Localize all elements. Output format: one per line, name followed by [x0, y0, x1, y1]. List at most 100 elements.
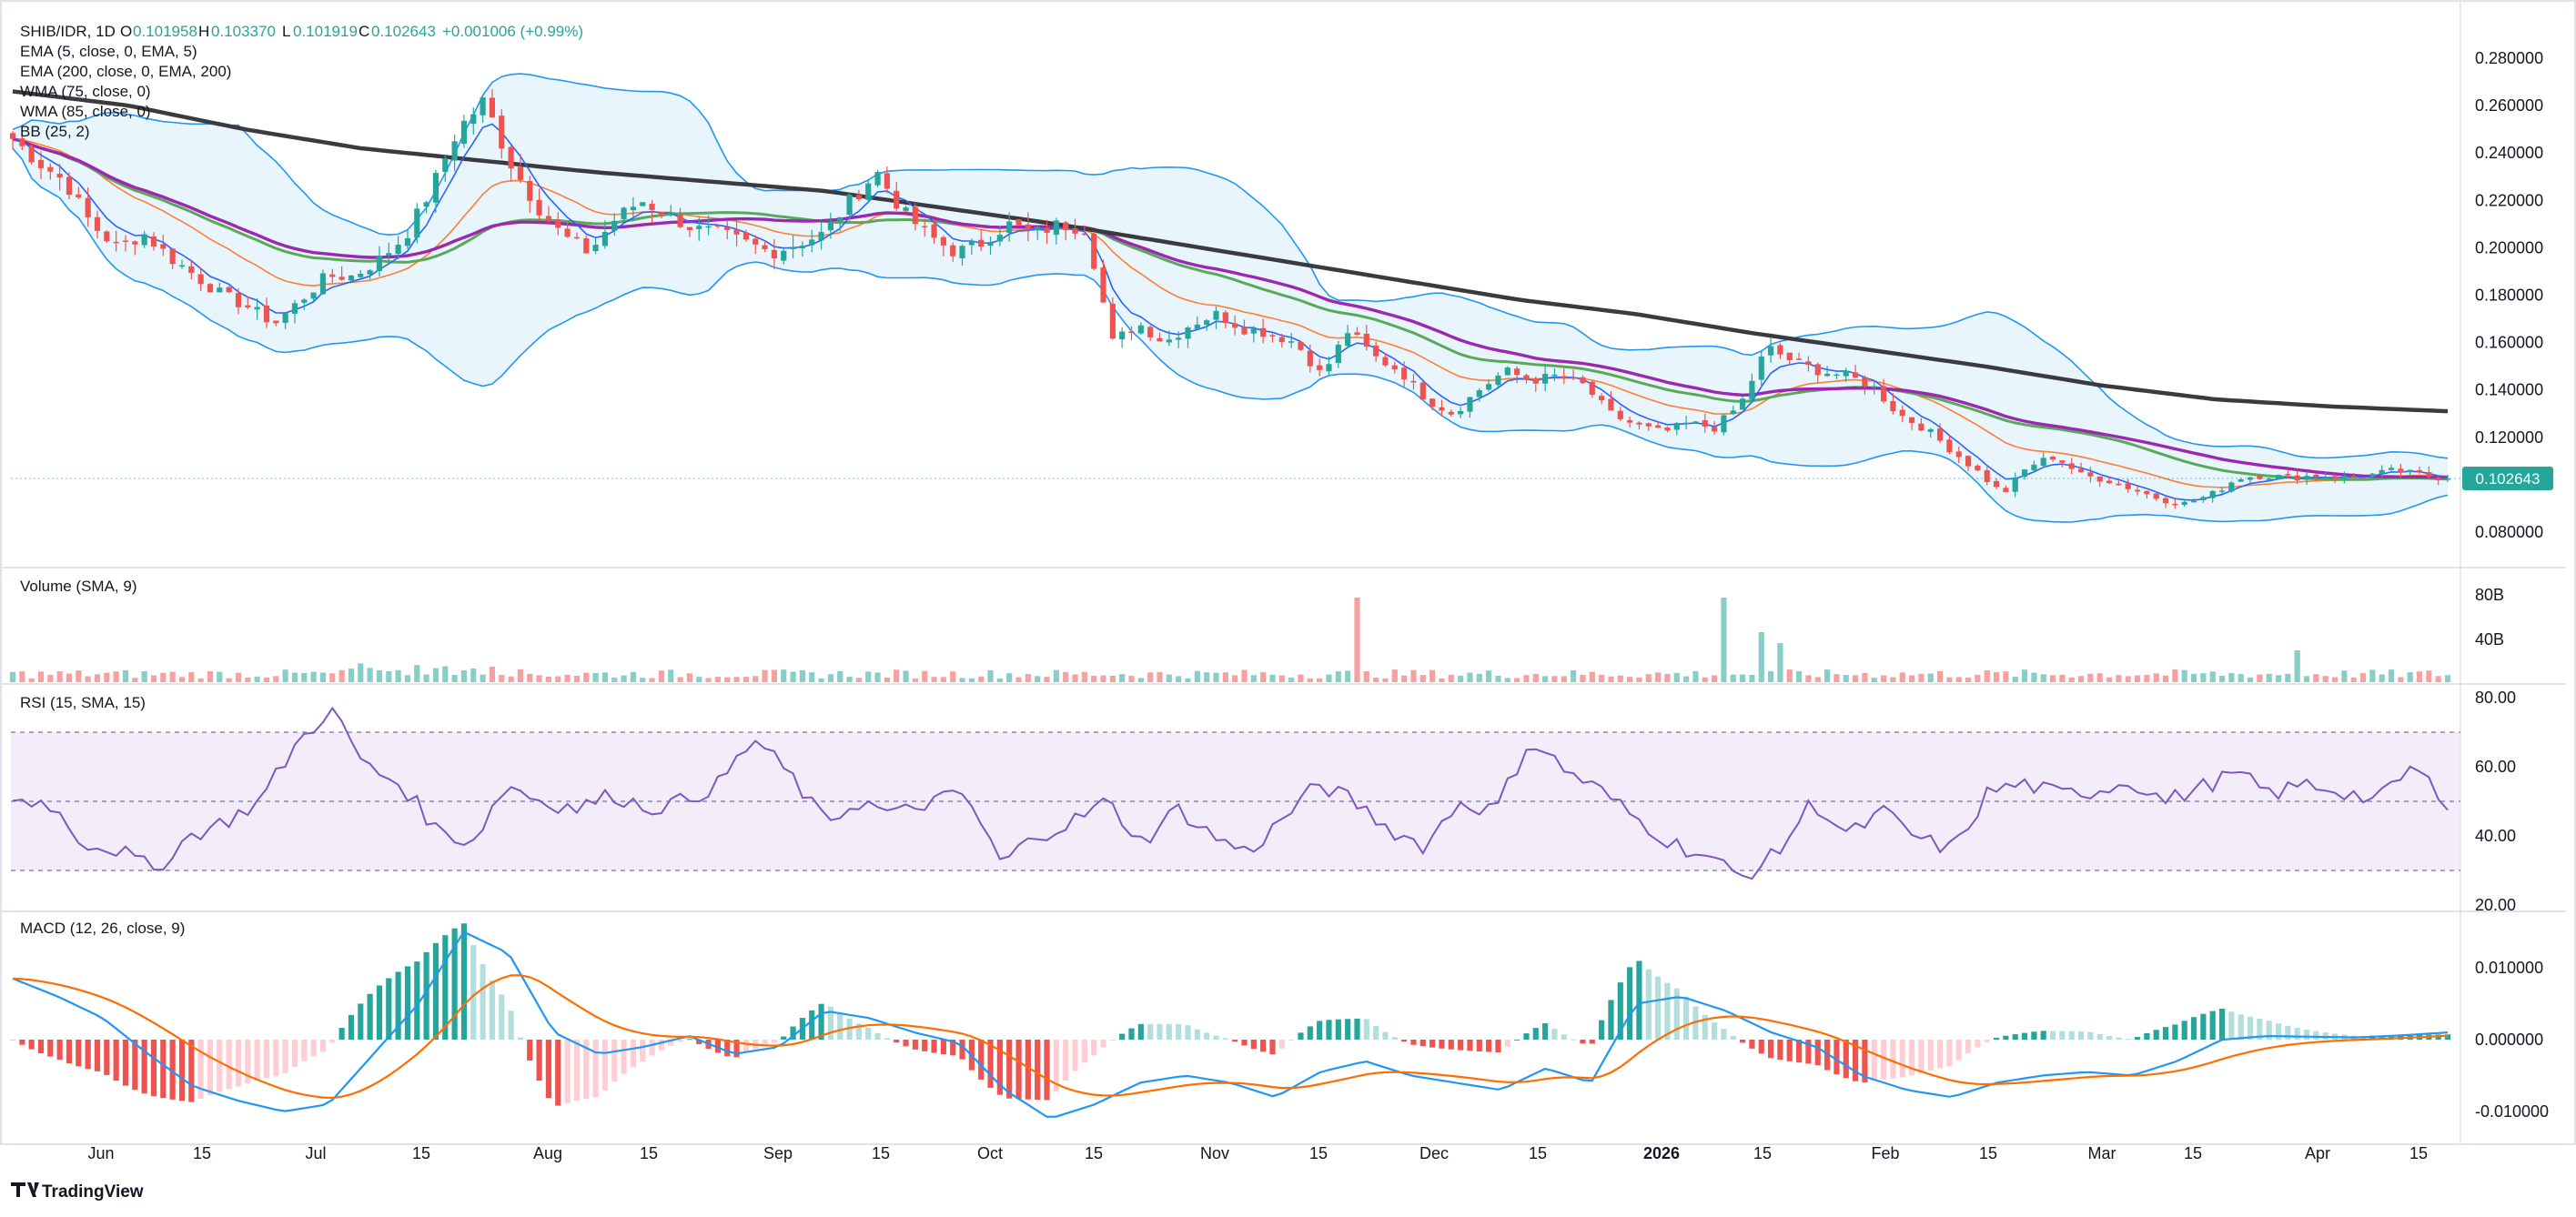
rsi-tick-label: 80.00: [2475, 689, 2516, 707]
rsi-legend[interactable]: RSI (15, SMA, 15): [20, 694, 146, 711]
candle: [1044, 219, 1050, 245]
candle: [658, 212, 664, 219]
time-tick-label: Apr: [2305, 1144, 2330, 1162]
volume-bar: [696, 677, 702, 682]
wma75-line: [12, 137, 2449, 481]
wma75-legend[interactable]: WMA (75, close, 0): [20, 83, 151, 100]
volume-bar: [480, 674, 486, 682]
macd-histogram-bar: [1006, 1040, 1013, 1099]
volume-bar: [1278, 675, 1285, 682]
macd-histogram-bar: [282, 1040, 288, 1074]
volume-bar: [56, 671, 63, 682]
candle: [414, 203, 420, 244]
macd-histogram-bar: [1532, 1028, 1539, 1040]
volume-bar: [1345, 670, 1351, 682]
candle: [2049, 456, 2056, 462]
macd-histogram-bar: [207, 1040, 214, 1095]
macd-histogram-bar: [1636, 961, 1642, 1040]
volume-bar: [273, 676, 279, 682]
candle: [2350, 472, 2357, 478]
macd-histogram-bar: [169, 1040, 176, 1100]
candle: [217, 282, 223, 293]
candle: [1269, 333, 1276, 343]
price-tick-label: 0.120000: [2475, 428, 2543, 447]
macd-histogram-bar: [1137, 1023, 1144, 1040]
volume-bar: [1899, 672, 1905, 682]
tradingview-logo[interactable]: TradingView: [11, 1182, 144, 1202]
candle: [874, 169, 881, 188]
macd-histogram-bar: [1072, 1040, 1078, 1071]
candle: [85, 186, 91, 227]
wma85-legend[interactable]: WMA (85, close, 0): [20, 103, 151, 120]
candle: [263, 297, 270, 328]
candle: [996, 226, 1003, 246]
price-legend: SHIB/IDR, 1D O 0.101958 H 0.103370 L 0.1…: [20, 23, 583, 140]
candle: [696, 216, 702, 241]
time-tick-label: 15: [1529, 1144, 1547, 1162]
macd-histogram-bar: [1712, 1022, 1718, 1040]
macd-histogram-bar: [1777, 1040, 1783, 1061]
volume-bar: [658, 670, 664, 682]
bb-legend[interactable]: BB (25, 2): [20, 123, 90, 140]
close-label: C: [359, 23, 369, 40]
candle: [1655, 420, 1662, 428]
volume-bar: [499, 675, 505, 682]
ema5-legend[interactable]: EMA (5, close, 0, EMA, 5): [20, 43, 197, 60]
volume-bar: [404, 675, 411, 682]
macd-histogram-bar: [367, 993, 373, 1040]
candle: [742, 229, 749, 242]
volume-bar: [996, 678, 1003, 682]
ema200-legend[interactable]: EMA (200, close, 0, EMA, 200): [20, 63, 231, 80]
candle: [66, 172, 73, 199]
candle: [1955, 446, 1962, 464]
macd-histogram-bar: [348, 1014, 355, 1040]
volume-bar: [1317, 678, 1323, 682]
candle: [2247, 476, 2254, 483]
macd-histogram-bar: [601, 1040, 609, 1091]
candle: [395, 236, 401, 259]
macd-legend[interactable]: MACD (12, 26, close, 9): [20, 920, 185, 937]
macd-histogram-bar: [395, 971, 401, 1040]
symbol-label[interactable]: SHIB/IDR, 1D: [20, 23, 116, 40]
candle: [517, 154, 524, 184]
macd-histogram-bar: [790, 1026, 796, 1040]
volume-bar: [1871, 678, 1877, 682]
candle: [1063, 220, 1069, 241]
macd-histogram-bar: [1580, 1040, 1586, 1044]
time-tick-label: Jul: [305, 1144, 326, 1162]
candle: [282, 312, 288, 329]
macd-histogram-bar: [1128, 1028, 1135, 1040]
wma85-line: [12, 137, 2448, 479]
volume-bar: [451, 675, 458, 682]
macd-histogram-bar: [1918, 1040, 1924, 1073]
macd-histogram-bar: [912, 1040, 918, 1050]
change-value: +0.001006 (+0.99%): [442, 23, 583, 40]
candle: [197, 267, 204, 292]
candle: [489, 89, 496, 118]
macd-histogram-bar: [1843, 1040, 1849, 1079]
candle: [1608, 390, 1614, 411]
volume-bar: [122, 669, 129, 682]
volume-bar: [1823, 669, 1831, 682]
volume-bar: [329, 673, 336, 682]
volume-bar: [217, 671, 223, 682]
volume-bar: [2435, 676, 2441, 682]
volume-bar: [1204, 672, 1210, 682]
volume-legend[interactable]: Volume (SMA, 9): [20, 578, 137, 595]
volume-bar: [66, 673, 73, 682]
volume-bar: [1740, 674, 1746, 682]
volume-bar: [301, 672, 308, 682]
volume-bar: [1035, 676, 1041, 682]
candle: [1899, 405, 1905, 423]
price-tag-value: 0.102643: [2476, 470, 2541, 488]
volume-bar: [2350, 677, 2357, 682]
macd-histogram-bar: [470, 945, 477, 1040]
macd-histogram-bar: [226, 1040, 232, 1090]
macd-histogram-bar: [714, 1040, 721, 1053]
volume-bar: [762, 669, 768, 682]
volume-bar: [85, 676, 91, 682]
macd-histogram-bar: [2162, 1027, 2169, 1040]
candle: [2031, 460, 2037, 471]
macd-histogram-bar: [874, 1032, 881, 1040]
